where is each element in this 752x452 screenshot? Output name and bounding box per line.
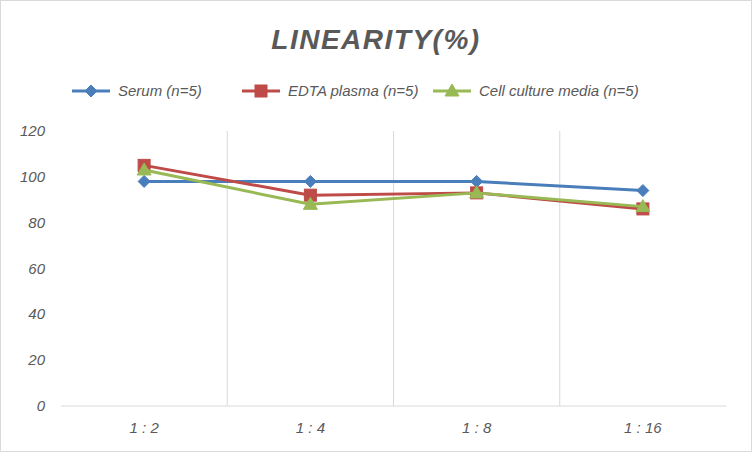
x-tick-label: 1 : 16 <box>624 419 662 436</box>
plot-area <box>137 159 650 215</box>
legend-item: Cell culture media (n=5) <box>433 82 639 99</box>
legend-label: Serum (n=5) <box>118 82 202 99</box>
title: LINEARITY(%) <box>271 24 480 55</box>
chart: LINEARITY(%) 0 20 40 60 80 100 120 1 : 2 1 : 4 1 :… <box>0 0 752 452</box>
data-point <box>471 187 483 199</box>
chart-border <box>1 1 752 452</box>
y-tick-label: 20 <box>27 351 45 368</box>
legend-label: EDTA plasma (n=5) <box>288 82 418 99</box>
grid-line <box>227 131 228 406</box>
x-tick-label: 1 : 4 <box>296 419 325 436</box>
y-tick-label: 80 <box>28 214 45 231</box>
y-tick-label: 0 <box>37 397 46 414</box>
data-point <box>304 175 316 187</box>
legend-marker <box>255 85 267 97</box>
y-tick-label: 120 <box>20 122 46 139</box>
legend-item: Serum (n=5) <box>72 82 202 99</box>
data-point <box>138 175 150 187</box>
y-tick-label: 60 <box>28 260 45 277</box>
x-tick-label: 1 : 2 <box>130 419 160 436</box>
series-line <box>144 165 643 209</box>
x-axis <box>61 406 726 407</box>
grid-line <box>393 131 394 406</box>
x-tick-label: 1 : 8 <box>462 419 492 436</box>
data-point <box>137 163 151 175</box>
y-tick-label: 40 <box>28 305 45 322</box>
legend-marker <box>445 84 459 96</box>
grid-line <box>559 131 560 406</box>
legend-marker <box>85 85 97 97</box>
legend-item: EDTA plasma (n=5) <box>242 82 418 99</box>
data-point <box>470 186 484 198</box>
data-point <box>303 197 317 209</box>
data-point <box>637 185 649 197</box>
legend-label: Cell culture media (n=5) <box>479 82 639 99</box>
series-line <box>144 170 643 207</box>
y-tick-label: 100 <box>20 168 46 185</box>
data-point <box>636 200 650 212</box>
